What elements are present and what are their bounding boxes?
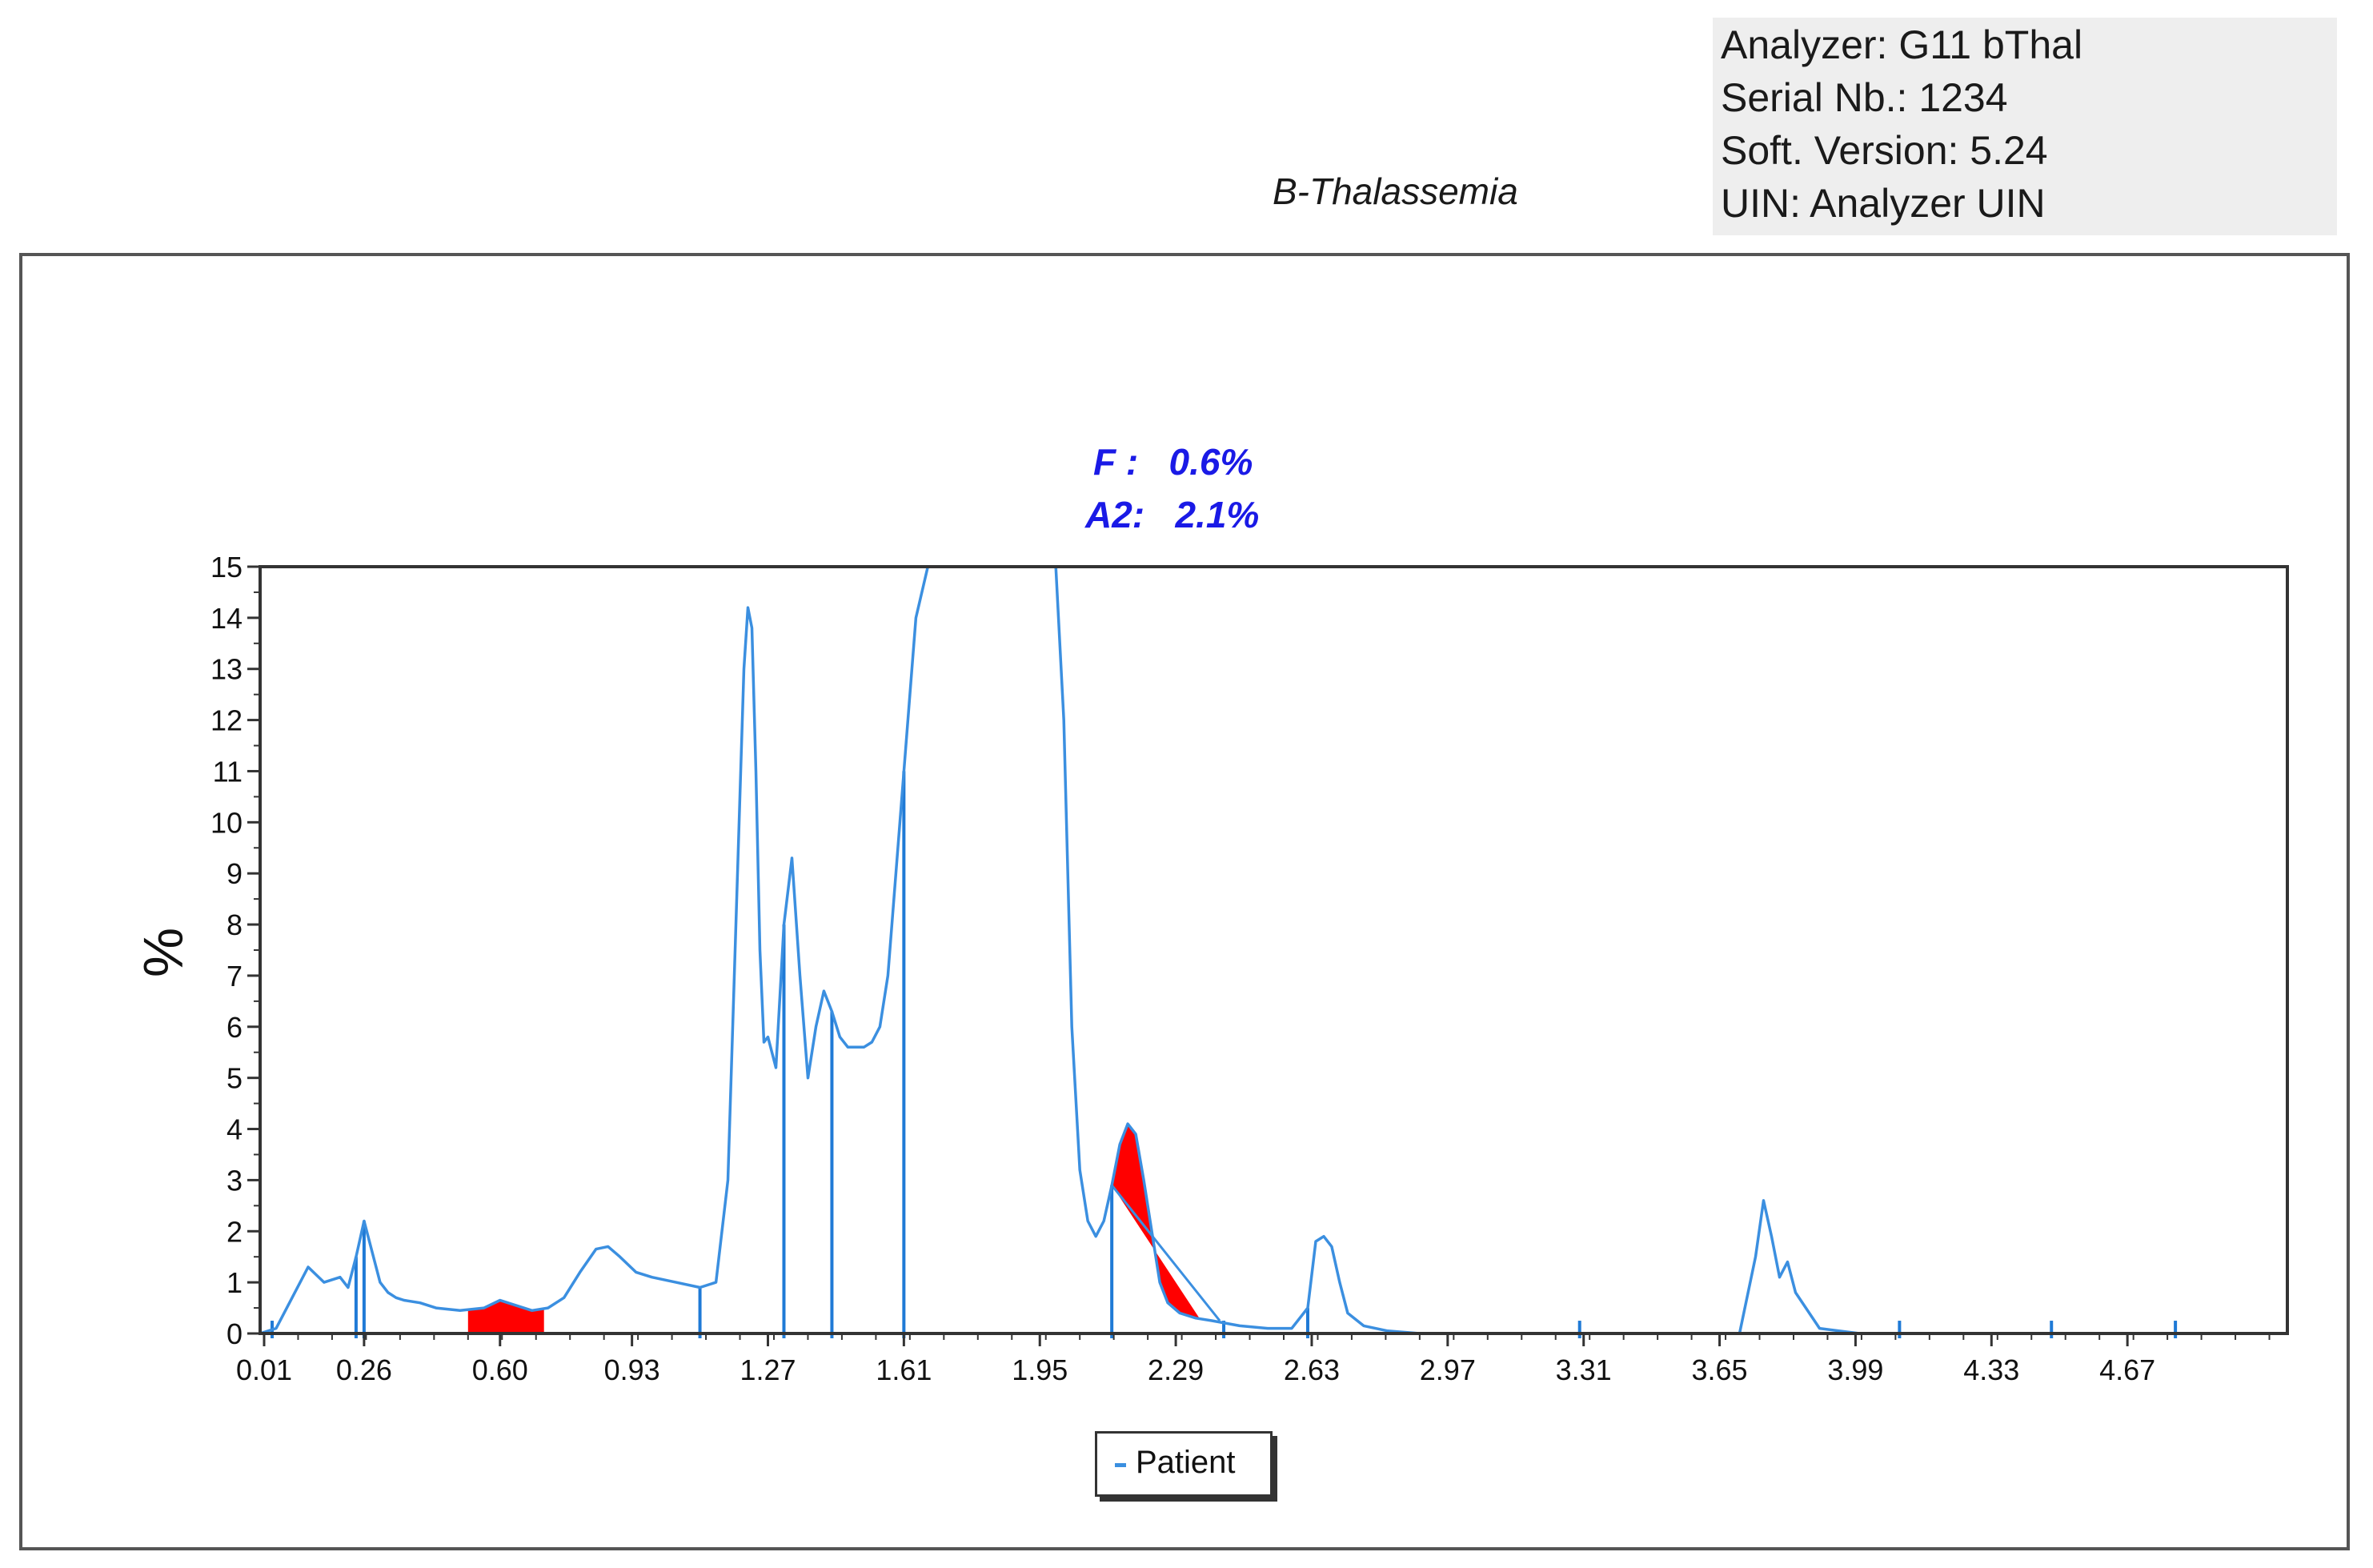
legend-label-patient: Patient xyxy=(1136,1445,1236,1480)
y-tick-label: 15 xyxy=(210,551,243,583)
x-tick-label: 4.33 xyxy=(1963,1353,2019,1386)
x-tick-label: 2.63 xyxy=(1284,1353,1340,1386)
x-tick-label: 3.99 xyxy=(1827,1353,1883,1386)
x-tick-label: 3.31 xyxy=(1556,1353,1612,1386)
y-tick-label: 1 xyxy=(226,1266,243,1299)
a2-baseline xyxy=(1110,1184,1221,1321)
x-tick-label: 1.61 xyxy=(876,1353,932,1386)
legend-swatch-patient xyxy=(1115,1463,1126,1467)
f-percent-label: F : 0.6% xyxy=(1093,441,1253,483)
peak-shading-a2 xyxy=(1112,1125,1201,1319)
plot-area-border xyxy=(259,565,2289,1335)
analyzer-info-panel: Analyzer: G11 bThal Serial Nb.: 1234 Sof… xyxy=(1713,18,2337,235)
y-tick-label: 7 xyxy=(226,960,243,993)
serial-number: Serial Nb.: 1234 xyxy=(1721,75,2008,120)
software-version: Soft. Version: 5.24 xyxy=(1721,128,2048,173)
y-tick-label: 8 xyxy=(226,908,243,941)
x-tick-label: 1.95 xyxy=(1012,1353,1068,1386)
x-tick-label: 0.01 xyxy=(236,1353,292,1386)
chart-title: B-Thalassemia xyxy=(1273,170,1518,212)
y-tick-label: 0 xyxy=(226,1317,243,1350)
x-tick-label: 3.65 xyxy=(1692,1353,1748,1386)
x-tick-label: 0.60 xyxy=(472,1353,528,1386)
x-tick-label: 4.67 xyxy=(2099,1353,2155,1386)
x-tick-label: 0.26 xyxy=(336,1353,392,1386)
analyzer-uin: UIN: Analyzer UIN xyxy=(1721,181,2046,226)
y-tick-label: 6 xyxy=(226,1011,243,1044)
x-tick-label: 2.97 xyxy=(1420,1353,1476,1386)
y-tick-label: 2 xyxy=(226,1215,243,1248)
y-tick-label: 4 xyxy=(226,1113,243,1146)
chart-legend: Patient xyxy=(1095,1431,1273,1497)
y-tick-label: 13 xyxy=(210,653,243,686)
patient-trace xyxy=(259,565,2287,1335)
y-tick-label: 3 xyxy=(226,1164,243,1197)
x-tick-label: 0.93 xyxy=(604,1353,660,1386)
y-axis-label: % xyxy=(132,928,194,977)
x-tick-label: 2.29 xyxy=(1148,1353,1204,1386)
a2-percent-label: A2: 2.1% xyxy=(1085,494,1260,535)
y-tick-label: 14 xyxy=(210,602,243,635)
x-tick-label: 1.27 xyxy=(740,1353,796,1386)
y-tick-label: 10 xyxy=(210,806,243,839)
peak-shading-f xyxy=(467,1300,544,1333)
analyzer-name: Analyzer: G11 bThal xyxy=(1721,22,2083,67)
y-tick-label: 5 xyxy=(226,1062,243,1095)
y-tick-label: 11 xyxy=(213,755,243,788)
y-tick-label: 9 xyxy=(226,857,243,890)
chart-frame xyxy=(19,253,2350,1550)
y-tick-label: 12 xyxy=(210,704,243,737)
